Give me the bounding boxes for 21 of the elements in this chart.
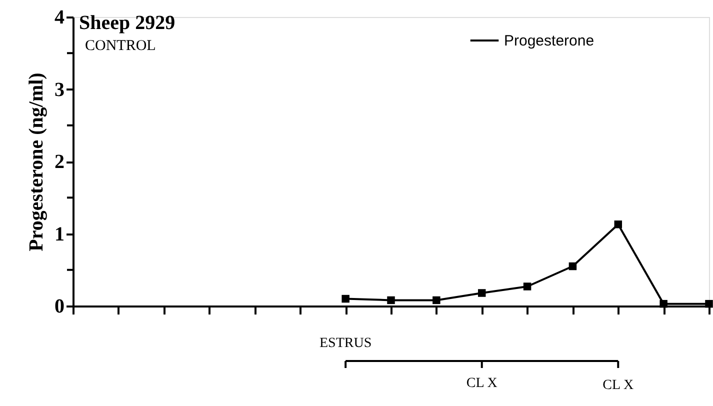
- text: CONTROL: [85, 38, 156, 54]
- point: [342, 294, 350, 303]
- y-tick-label: 2: [54, 151, 64, 173]
- chart-title: Sheep 2929: [79, 12, 176, 34]
- y-axis-title: Progesterone (ng/ml): [26, 72, 48, 252]
- text: CL X: [602, 378, 634, 393]
- text: ESTRUS: [320, 336, 372, 351]
- y-tick-label: 3: [54, 78, 64, 101]
- point: [705, 300, 713, 308]
- y-tick-label: 1: [54, 223, 64, 246]
- legend-label: Progesterone: [504, 32, 594, 50]
- point: [660, 300, 668, 308]
- text: CL X: [466, 376, 498, 391]
- point: [478, 289, 486, 297]
- point: [614, 220, 622, 228]
- point: [568, 262, 577, 270]
- y-tick-label: 0: [54, 296, 64, 318]
- point: [387, 296, 395, 304]
- point: [523, 282, 532, 290]
- point: [432, 296, 440, 304]
- y-tick-label: 4: [54, 6, 64, 28]
